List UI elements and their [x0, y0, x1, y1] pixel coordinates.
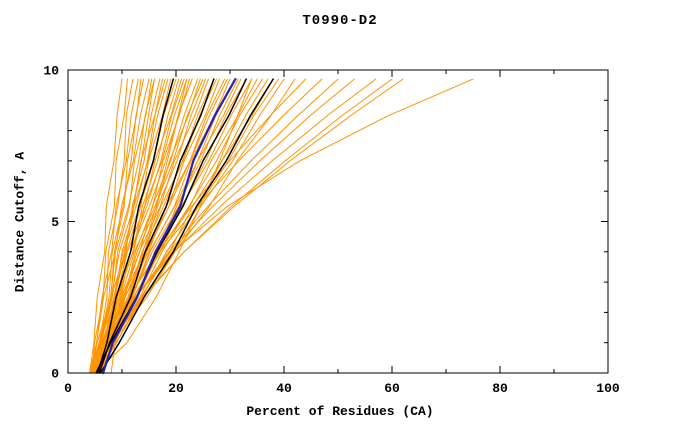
reference-line: [95, 78, 247, 374]
plot-frame: [67, 69, 609, 374]
highlight-line: [101, 77, 237, 375]
reference-line: [99, 78, 274, 374]
x-tick-label: 100: [596, 381, 620, 396]
prediction-line: [89, 78, 155, 374]
y-tick-label: 0: [51, 367, 59, 382]
y-tick-label: 10: [43, 64, 59, 79]
prediction-line: [110, 78, 474, 374]
prediction-line: [97, 78, 269, 374]
prediction-line: [94, 78, 253, 374]
prediction-line: [95, 78, 355, 374]
x-tick-label: 60: [384, 381, 400, 396]
reference-line: [98, 78, 215, 374]
prediction-line: [90, 78, 163, 374]
x-tick-label: 80: [492, 381, 508, 396]
prediction-line: [94, 78, 134, 374]
prediction-line: [92, 78, 169, 374]
prediction-line: [91, 78, 182, 374]
prediction-line: [97, 78, 307, 374]
y-tick-label: 5: [51, 215, 59, 230]
x-tick-label: 20: [168, 381, 184, 396]
reference-line: [96, 78, 175, 374]
prediction-line: [91, 78, 377, 374]
prediction-line: [89, 78, 123, 374]
x-tick-label: 40: [276, 381, 292, 396]
prediction-line: [95, 78, 285, 374]
prediction-line: [93, 78, 323, 374]
x-tick-label: 0: [64, 381, 72, 396]
prediction-line: [89, 78, 150, 374]
prediction-line: [91, 78, 128, 374]
prediction-line: [91, 78, 155, 374]
chart-title: T0990-D2: [302, 13, 378, 29]
x-axis-label: Percent of Residues (CA): [246, 404, 434, 419]
